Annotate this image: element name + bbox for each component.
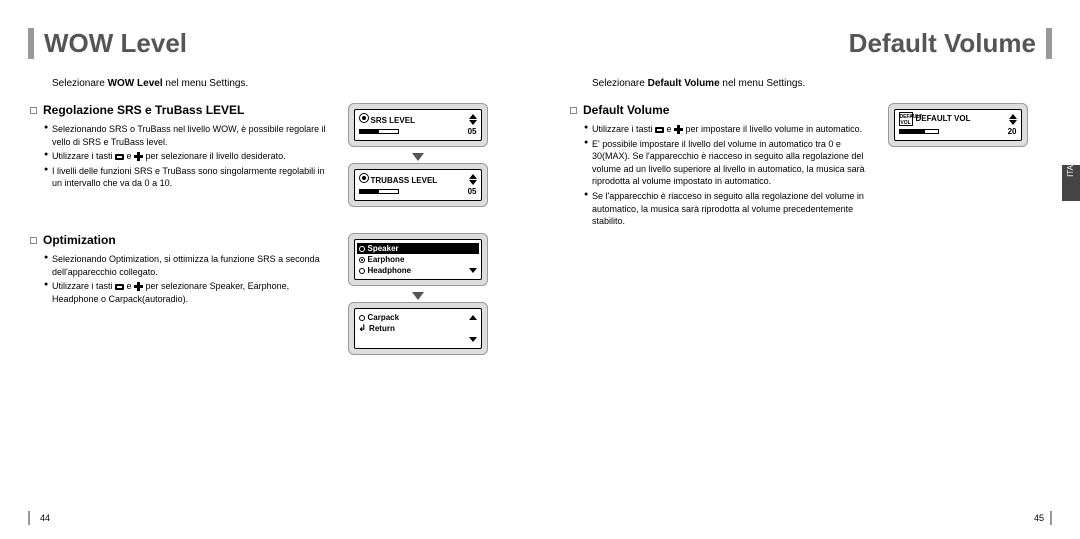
optimization-device-mock: Speaker Earphone Headphone Carpack ↲Retu… (340, 233, 495, 359)
bullet: E' possibile impostare il livello del vo… (584, 138, 870, 188)
bullet: Se l'apparecchio è riacceso in seguito a… (584, 190, 870, 228)
srs-section-title: Regolazione SRS e TruBass LEVEL (30, 103, 330, 117)
minus-icon (115, 154, 124, 160)
bullet: Utilizzare i tasti e per selezionare Spe… (44, 280, 330, 305)
bullet: Selezionando SRS o TruBass nel livello W… (44, 123, 330, 148)
page-title-left: WOW Level (28, 28, 187, 59)
minus-icon (115, 284, 124, 290)
page-bar (1050, 511, 1052, 525)
left-instruction: Selezionare WOW Level nel menu Settings. (52, 78, 530, 89)
bullet: Utilizzare i tasti e per impostare il li… (584, 123, 870, 136)
arrow-down-icon (412, 153, 424, 161)
page-number-right: 45 (1034, 513, 1044, 523)
page-number-left: 44 (40, 513, 50, 523)
minus-icon (655, 127, 664, 133)
default-vol-device-mock: DEFAULT VOLDEFAULT VOL 20 (880, 103, 1035, 230)
optimization-section-title: Optimization (30, 233, 330, 247)
bullet: I livelli delle funzioni SRS e TruBass s… (44, 165, 330, 190)
plus-icon (134, 152, 143, 161)
bullet: Utilizzare i tasti e per selezionare il … (44, 150, 330, 163)
language-tab: ITA (1062, 165, 1080, 201)
default-volume-section-title: Default Volume (570, 103, 870, 117)
srs-device-mock: SRS LEVEL 05 TRUBASS LEVEL 05 (340, 103, 495, 211)
page-bar (28, 511, 30, 525)
plus-icon (134, 282, 143, 291)
right-instruction: Selezionare Default Volume nel menu Sett… (592, 78, 1070, 89)
page-title-right: Default Volume (849, 28, 1052, 59)
default-vol-icon: DEFAULT VOL (899, 112, 913, 126)
arrow-down-icon (412, 292, 424, 300)
bullet: Selezionando Optimization, si ottimizza … (44, 253, 330, 278)
plus-icon (674, 125, 683, 134)
